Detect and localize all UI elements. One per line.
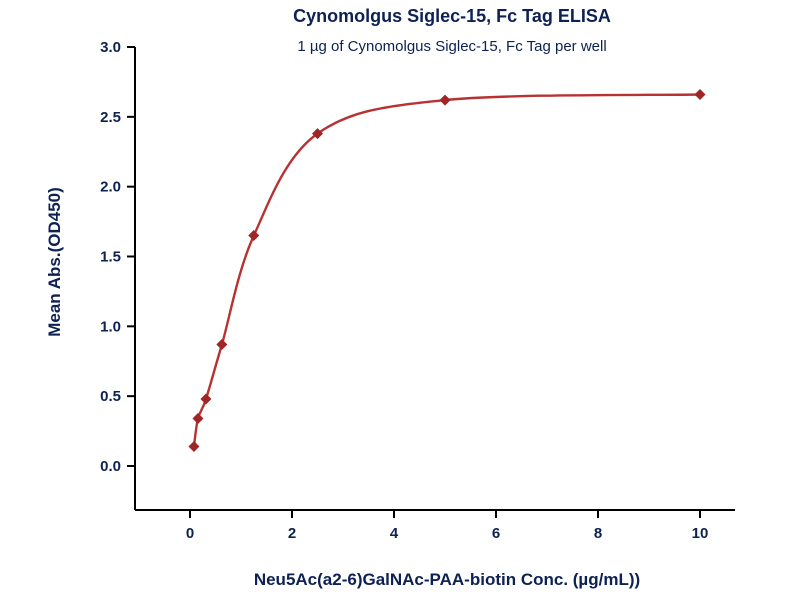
data-points [188, 88, 706, 452]
svg-text:6: 6 [492, 525, 500, 542]
fit-curve [192, 93, 702, 448]
svg-text:3.0: 3.0 [100, 39, 121, 56]
svg-text:2: 2 [288, 525, 296, 542]
svg-text:0: 0 [186, 525, 194, 542]
svg-text:8: 8 [594, 525, 602, 542]
y-axis-label: Mean Abs.(OD450) [45, 187, 64, 337]
svg-text:10: 10 [692, 525, 709, 542]
svg-text:0.5: 0.5 [100, 388, 121, 405]
x-axis-label: Neu5Ac(a2-6)GalNAc-PAA-biotin Conc. (µg/… [254, 570, 640, 589]
chart-title: Cynomolgus Siglec-15, Fc Tag ELISA [293, 6, 611, 26]
svg-text:4: 4 [390, 525, 399, 542]
svg-text:0.0: 0.0 [100, 458, 121, 475]
chart-subtitle: 1 µg of Cynomolgus Siglec-15, Fc Tag per… [297, 38, 606, 55]
svg-text:1.0: 1.0 [100, 318, 121, 335]
svg-text:2.5: 2.5 [100, 109, 121, 126]
svg-text:2.0: 2.0 [100, 179, 121, 196]
chart-axes: 0 2 4 6 8 10 0.0 0.5 1.0 1.5 2.0 2.5 3.0 [100, 39, 735, 542]
svg-text:1.5: 1.5 [100, 249, 121, 266]
